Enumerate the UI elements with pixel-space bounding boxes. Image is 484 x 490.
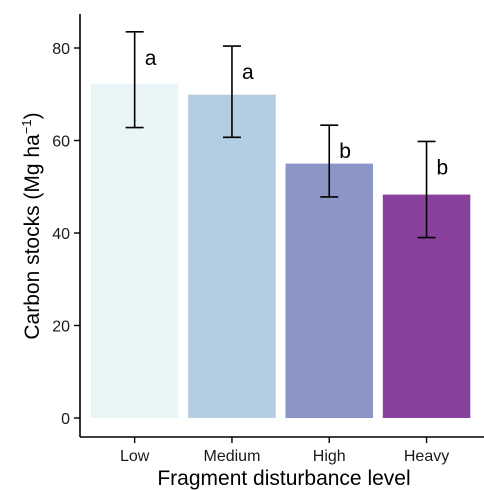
y-tick-label-0: 0	[61, 411, 70, 428]
bar-medium	[188, 94, 276, 418]
y-axis-title-close: )	[21, 112, 44, 119]
significance-label-high: b	[339, 140, 351, 163]
y-axis-title-main: Carbon stocks (Mg ha	[21, 134, 44, 340]
y-tick-label-40: 40	[52, 226, 70, 243]
bars-group	[90, 83, 471, 418]
error-bar-high	[320, 124, 339, 198]
x-tick-label-medium: Medium	[203, 448, 260, 465]
x-tick-label-high: High	[313, 448, 346, 465]
bar-low	[90, 83, 179, 418]
y-tick-label-20: 20	[52, 319, 70, 336]
error-bar-heavy	[417, 140, 436, 239]
significance-labels-group: a a b b	[145, 47, 448, 180]
y-tick-label-60: 60	[52, 134, 70, 151]
error-bar-low	[125, 30, 144, 129]
x-ticks-group: Low Medium High Heavy	[120, 437, 449, 465]
significance-label-medium: a	[242, 61, 254, 84]
x-tick-label-heavy: Heavy	[404, 448, 449, 465]
y-axis-title-superscript: −1	[19, 119, 34, 134]
bar-high	[285, 163, 373, 418]
error-bar-medium	[222, 45, 241, 139]
significance-label-low: a	[145, 47, 157, 70]
y-axis-title: Carbon stocks (Mg ha−1)	[19, 112, 44, 339]
x-axis-title: Fragment disturbance level	[157, 467, 410, 490]
significance-label-heavy: b	[437, 156, 449, 179]
x-tick-label-low: Low	[120, 448, 150, 465]
error-bars-group	[125, 30, 436, 239]
y-tick-label-80: 80	[52, 41, 70, 58]
y-ticks-group: 0 20 40 60 80	[52, 41, 80, 428]
